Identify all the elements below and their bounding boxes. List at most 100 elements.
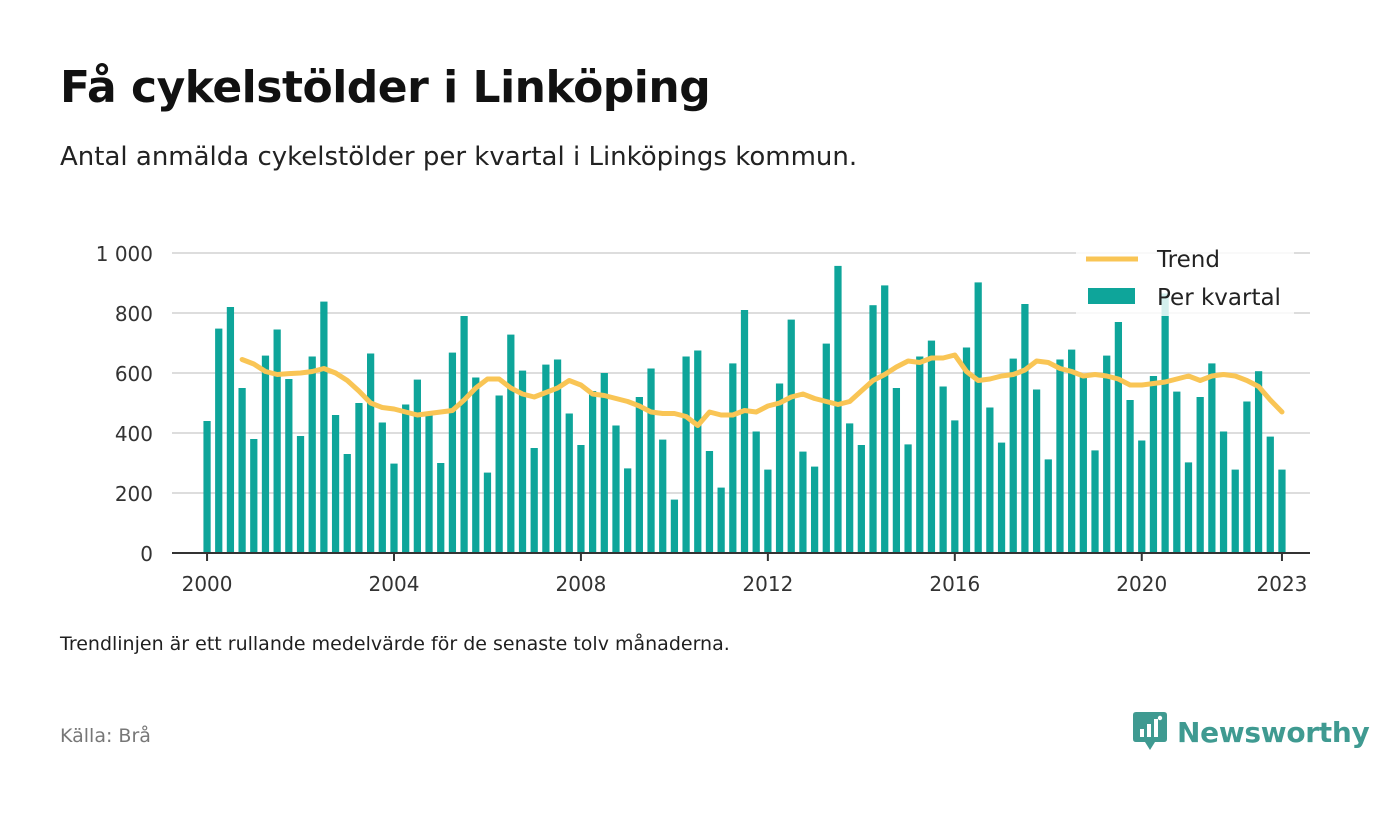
bar: [542, 364, 550, 553]
bar: [1114, 322, 1123, 553]
bar: [1184, 462, 1193, 553]
bar: [822, 343, 830, 553]
bar: [694, 350, 702, 553]
bar: [612, 425, 620, 553]
bar: [1068, 349, 1076, 553]
bar: [320, 301, 328, 553]
x-tick-label: 2016: [929, 572, 980, 596]
bar: [775, 383, 784, 553]
bar: [635, 397, 643, 553]
bar: [203, 421, 211, 553]
bar: [927, 340, 936, 553]
bar: [787, 319, 795, 553]
bar: [1009, 358, 1017, 553]
bar: [1243, 401, 1251, 553]
bar: [285, 379, 293, 553]
legend: Trend Per kvartal: [1076, 240, 1294, 316]
bar: [740, 310, 749, 553]
bar: [577, 445, 585, 553]
bar: [1056, 359, 1064, 553]
footnote: Trendlinjen är ett rullande medelvärde f…: [60, 633, 730, 655]
bar: [343, 454, 351, 553]
bar: [402, 404, 410, 553]
bar: [448, 352, 457, 553]
x-tick-label: 2008: [555, 572, 606, 596]
bar: [1173, 391, 1181, 553]
bar: [1161, 293, 1169, 553]
bar: [1079, 376, 1087, 553]
bar: [869, 305, 877, 553]
bar: [881, 285, 889, 553]
y-tick-label: 600: [115, 362, 153, 386]
brand-logo[interactable]: Newsworthy: [1133, 712, 1370, 752]
bar: [1208, 363, 1216, 553]
bar: [846, 423, 854, 553]
bar: [717, 487, 725, 553]
bar: [495, 395, 503, 553]
bar: [238, 388, 246, 553]
bar: [355, 403, 363, 553]
bar: [892, 388, 901, 553]
bar: [565, 413, 573, 553]
bar: [483, 472, 492, 553]
bar: [413, 379, 421, 553]
bar: [250, 439, 258, 553]
chart-title: Få cykelstölder i Linköping: [60, 62, 711, 113]
bar: [939, 386, 947, 553]
x-tick-label: 2004: [369, 572, 420, 596]
legend-swatch-bars: [1088, 288, 1135, 304]
bar: [1278, 469, 1286, 553]
bar: [588, 391, 597, 553]
bar: [1138, 440, 1146, 553]
bar: [997, 442, 1006, 553]
bar: [215, 328, 223, 553]
bar: [1196, 397, 1204, 553]
bar: [390, 463, 398, 553]
bar: [904, 444, 912, 553]
bar: [367, 353, 375, 553]
trend-line-group: [239, 352, 1285, 428]
bar: [659, 439, 667, 553]
bar: [682, 356, 690, 553]
bar: [1021, 304, 1029, 553]
x-tick-label: 2023: [1257, 572, 1308, 596]
bar: [296, 436, 305, 553]
bar: [670, 499, 679, 553]
bar: [974, 282, 982, 553]
bar: [530, 448, 538, 553]
y-tick-label: 0: [140, 542, 153, 566]
bar: [273, 329, 281, 553]
x-tick-label: 2012: [742, 572, 793, 596]
bar: [705, 451, 714, 553]
bar: [331, 415, 340, 553]
y-tick-label: 200: [115, 482, 153, 506]
bar: [378, 422, 386, 553]
legend-label-trend: Trend: [1156, 247, 1220, 273]
bar: [857, 445, 865, 553]
x-tick-label: 2000: [182, 572, 233, 596]
bar: [834, 265, 842, 553]
y-tick-label: 400: [115, 422, 153, 446]
source-text: Källa: Brå: [60, 725, 151, 747]
bar: [799, 451, 807, 553]
bar: [1091, 450, 1099, 553]
bar: [472, 377, 480, 553]
bar: [1266, 436, 1274, 553]
bar: [764, 469, 772, 553]
bar: [1032, 389, 1041, 553]
bar: [226, 307, 235, 553]
bar: [1254, 371, 1263, 553]
bar: [986, 407, 994, 553]
bar: [1044, 459, 1052, 553]
bar: [308, 356, 316, 553]
newsworthy-logo-icon: [1133, 712, 1167, 750]
bar: [600, 373, 608, 553]
bar: [1149, 376, 1158, 553]
brand-name: Newsworthy: [1177, 715, 1370, 749]
bar: [647, 368, 655, 553]
bar: [518, 370, 527, 553]
bar: [729, 363, 737, 553]
bar: [1103, 355, 1111, 553]
bar: [962, 347, 971, 553]
bar: [553, 359, 562, 553]
